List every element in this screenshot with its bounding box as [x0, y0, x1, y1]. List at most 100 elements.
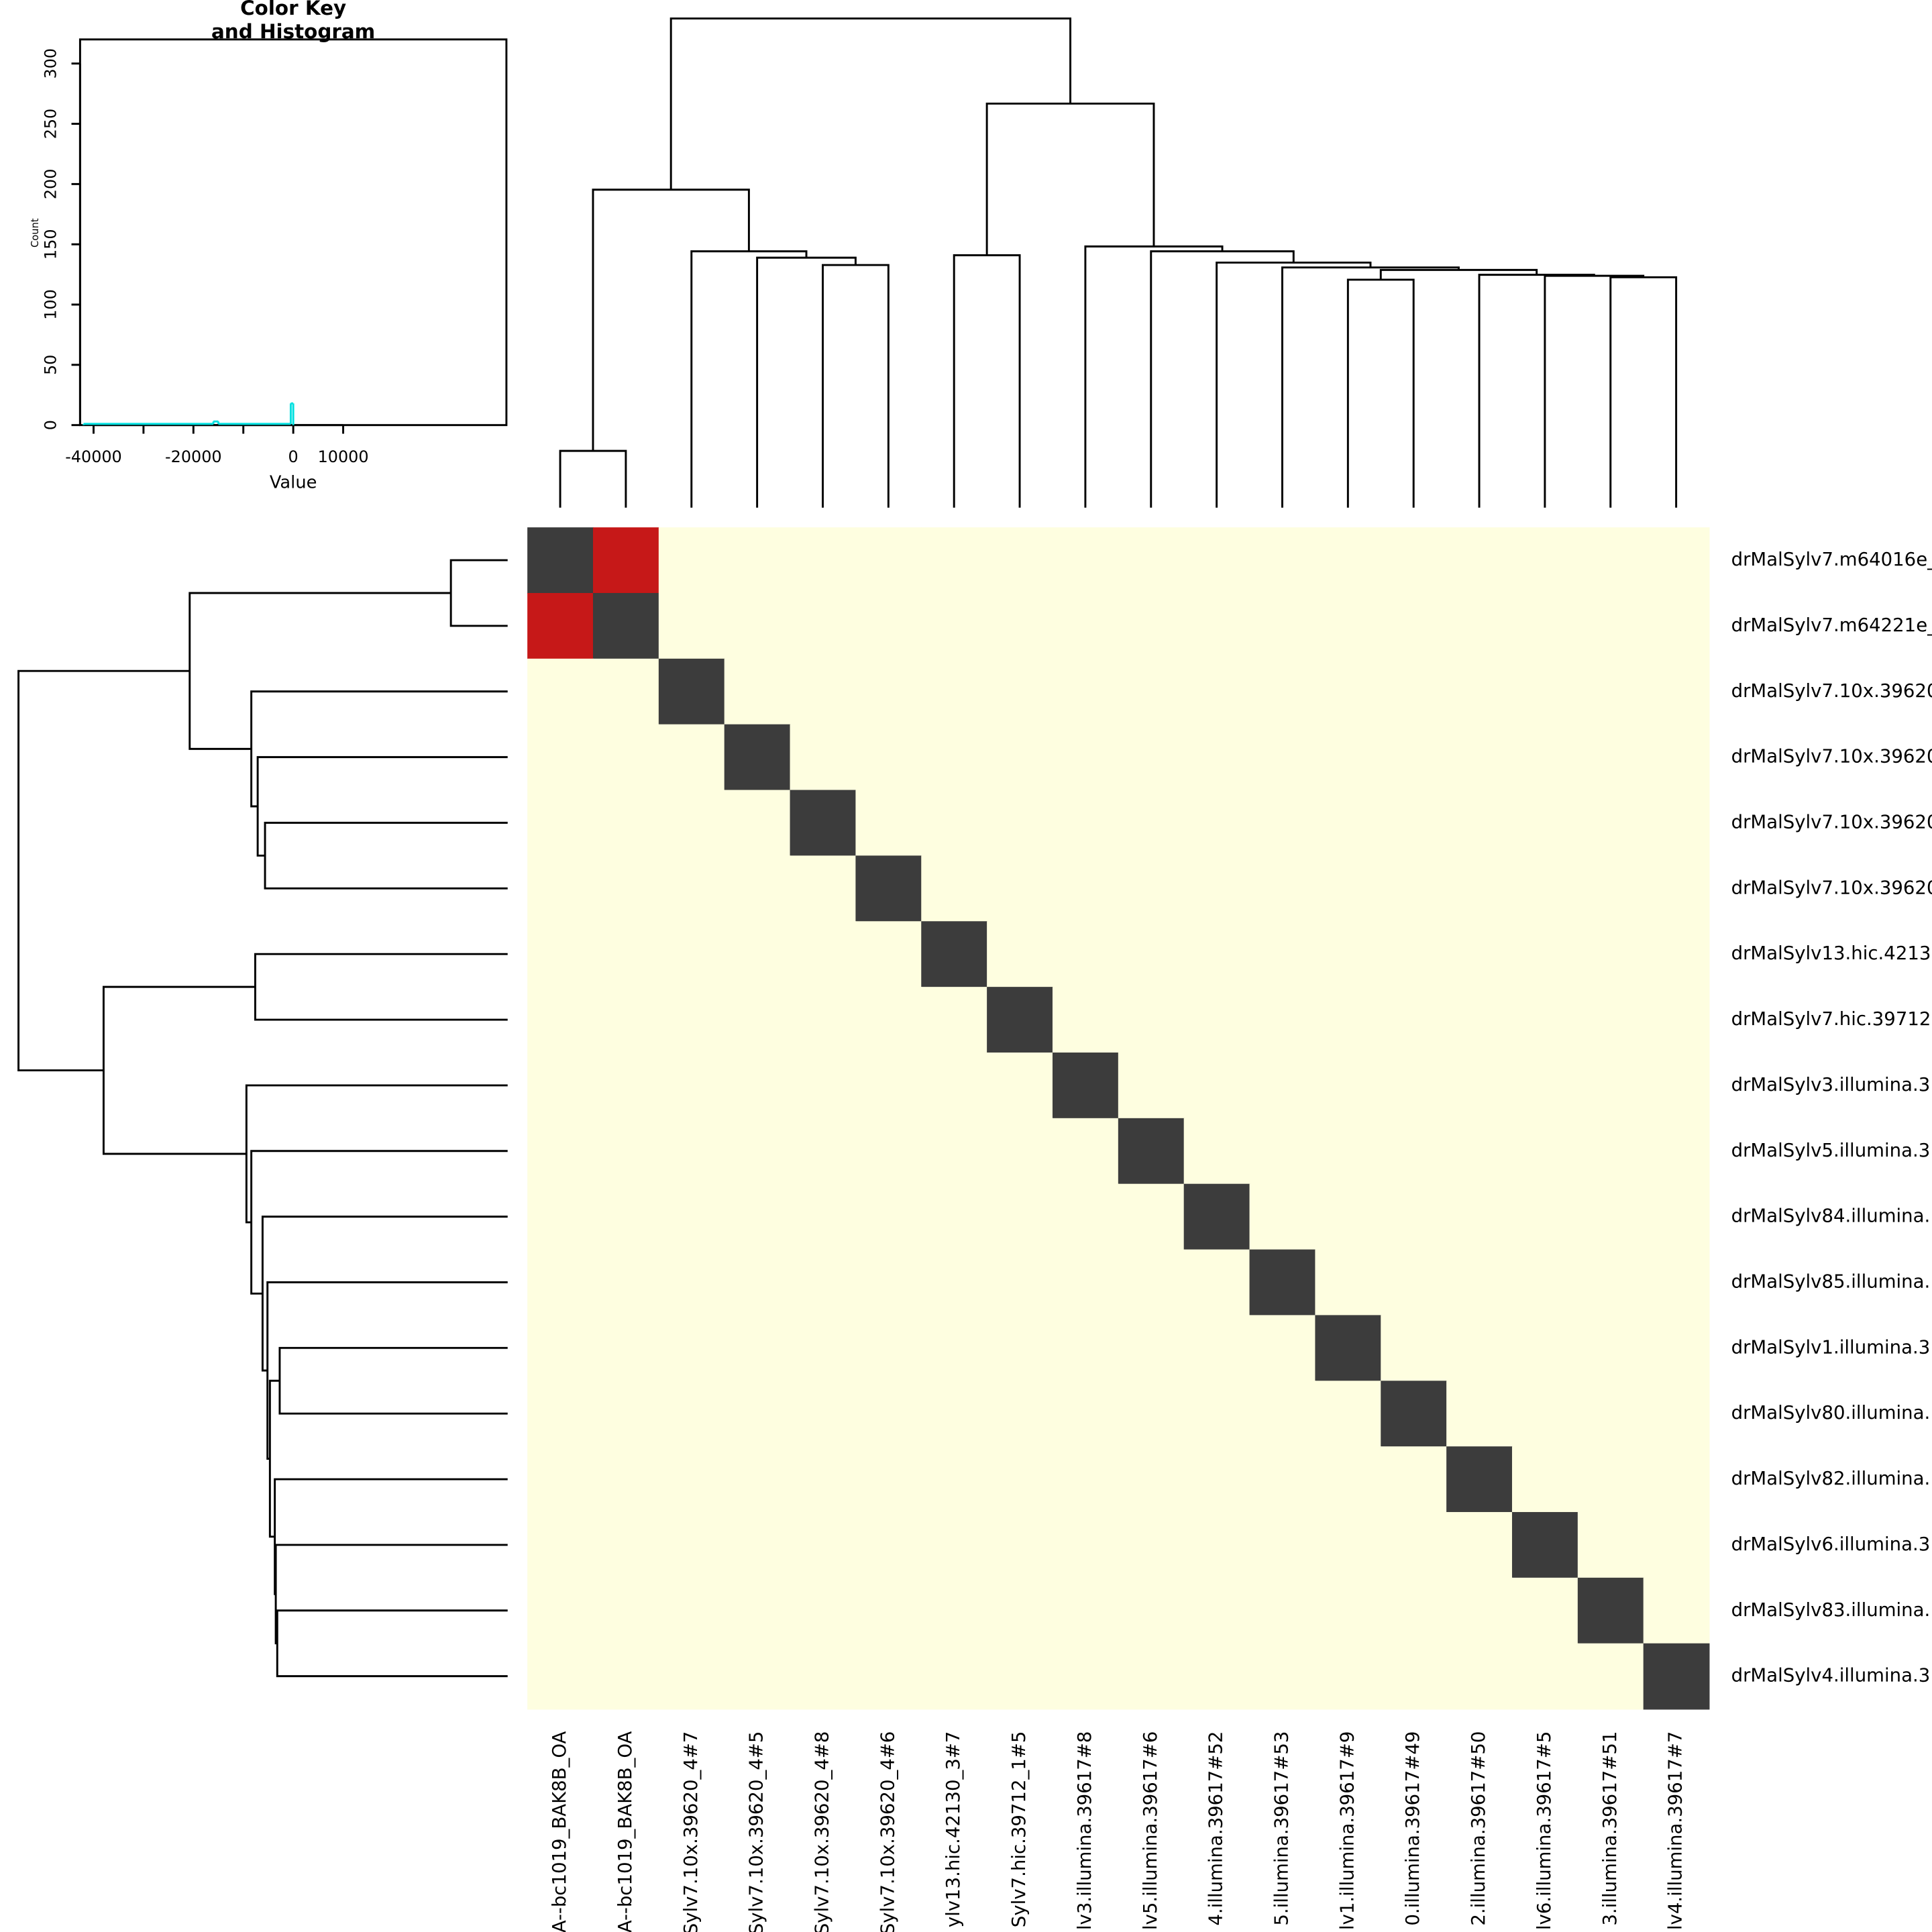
- heatmap-cell: [1183, 658, 1250, 725]
- key-title: Color Key: [240, 0, 346, 19]
- heatmap-cell: [724, 1249, 791, 1316]
- heatmap-cell: [790, 1052, 857, 1119]
- heatmap-cell: [527, 658, 594, 725]
- heatmap-cell: [855, 1511, 922, 1578]
- row-dendrogram-link: [250, 690, 508, 808]
- heatmap-cell: [987, 1183, 1053, 1250]
- heatmap-cell: [1577, 527, 1644, 594]
- row-label: drMalSylv85.illumina.: [1731, 1271, 1931, 1292]
- heatmap-cell: [1249, 724, 1316, 791]
- heatmap-cell: [1511, 790, 1578, 857]
- heatmap-cell: [855, 1118, 922, 1185]
- heatmap-cell: [790, 1118, 857, 1185]
- heatmap-cell: [921, 1118, 988, 1185]
- heatmap-cell: [527, 1183, 594, 1250]
- heatmap-cell: [1446, 1249, 1513, 1316]
- heatmap-cell: [921, 855, 988, 922]
- heatmap-cell: [1381, 1052, 1448, 1119]
- row-dendrogram-link: [256, 756, 508, 857]
- heatmap-cell: [921, 987, 988, 1053]
- heatmap-cell: [658, 527, 725, 594]
- row-label: drMalSylv5.illumina.3: [1731, 1140, 1931, 1161]
- heatmap-cell: [987, 1511, 1053, 1578]
- heatmap-cell: [1381, 921, 1448, 988]
- heatmap-cell: [1052, 855, 1119, 922]
- row-dendrogram-link: [278, 1346, 508, 1415]
- heatmap-cell: [987, 1577, 1053, 1644]
- heatmap-cell: [855, 1577, 922, 1644]
- heatmap-cell: [1511, 592, 1578, 659]
- heatmap-cell: [987, 921, 1053, 988]
- heatmap-cell: [1315, 592, 1382, 659]
- heatmap-cell: [1643, 790, 1710, 857]
- heatmap-cell: [987, 855, 1053, 922]
- heatmap-cell: [1381, 1249, 1448, 1316]
- heatmap-cell: [1052, 1052, 1119, 1119]
- col-label: A--bc1019_BAK8B_OA: [549, 1731, 570, 1932]
- heatmap-cell: [1118, 921, 1185, 988]
- heatmap-cell: [527, 1643, 594, 1710]
- heatmap-cell: [1446, 527, 1513, 594]
- heatmap-cell: [1052, 1381, 1119, 1448]
- heatmap-cell: [1511, 1577, 1578, 1644]
- heatmap-cell: [1183, 1183, 1250, 1250]
- heatmap-cell: [1118, 855, 1185, 922]
- heatmap-cell: [592, 1183, 659, 1250]
- heatmap-cell: [1249, 790, 1316, 857]
- heatmap-cell: [855, 1315, 922, 1382]
- heatmap-cell: [987, 724, 1053, 791]
- row-label: drMalSylv7.10x.39620: [1731, 877, 1932, 898]
- row-dendrogram-link: [268, 1379, 280, 1538]
- row-label: drMalSylv7.10x.39620: [1731, 811, 1932, 833]
- heatmap-cell: [1643, 987, 1710, 1053]
- key-y-tick-label: 250: [42, 109, 60, 140]
- col-dendrogram-link: [1478, 274, 1595, 508]
- heatmap-cell: [658, 1381, 725, 1448]
- heatmap-cell: [921, 790, 988, 857]
- heatmap-cell: [1446, 1052, 1513, 1119]
- heatmap-cell: [724, 1052, 791, 1119]
- heatmap-cell: [1381, 1446, 1448, 1513]
- heatmap-cell: [1446, 1577, 1513, 1644]
- heatmap-cell: [790, 1643, 857, 1710]
- heatmap-cell: [592, 1446, 659, 1513]
- heatmap-cell: [1643, 1249, 1710, 1316]
- heatmap-cell: [1118, 527, 1185, 594]
- heatmap-cell: [724, 724, 791, 791]
- heatmap-cell: [1118, 1052, 1185, 1119]
- heatmap-cell: [1052, 1118, 1119, 1185]
- heatmap-cell: [1315, 1446, 1382, 1513]
- heatmap-cell: [921, 1511, 988, 1578]
- key-y-tick-label: 200: [42, 169, 60, 200]
- heatmap-cell: [855, 1052, 922, 1119]
- heatmap-cell: [592, 1249, 659, 1316]
- heatmap-cell: [527, 790, 594, 857]
- col-label: lv5.illumina.39617#6: [1140, 1731, 1161, 1930]
- heatmap-cell: [790, 1183, 857, 1250]
- heatmap-cell: [1249, 658, 1316, 725]
- heatmap-cell: [1118, 724, 1185, 791]
- row-label: drMalSylv7.m64221e_: [1731, 614, 1932, 636]
- heatmap-cell: [987, 1052, 1053, 1119]
- heatmap-cell: [790, 1249, 857, 1316]
- heatmap-cell: [921, 1446, 988, 1513]
- heatmap-cell: [1446, 658, 1513, 725]
- heatmap-cell: [921, 724, 988, 791]
- heatmap-cell: [1052, 987, 1119, 1053]
- heatmap-cell: [1511, 1511, 1578, 1578]
- heatmap-cell: [855, 1183, 922, 1250]
- row-dendrogram-link: [274, 1478, 508, 1595]
- heatmap-cell: [1118, 790, 1185, 857]
- col-label: lv4.illumina.39617#7: [1665, 1731, 1686, 1930]
- heatmap-cell: [1315, 1511, 1382, 1578]
- heatmap-cell: [1381, 987, 1448, 1053]
- heatmap-cell: [724, 1381, 791, 1448]
- heatmap-cell: [724, 1118, 791, 1185]
- heatmap-cell: [592, 658, 659, 725]
- heatmap-cell: [1446, 855, 1513, 922]
- heatmap-cell: [1577, 1118, 1644, 1185]
- heatmap-cell: [1381, 1183, 1448, 1250]
- heatmap-cell: [1118, 1446, 1185, 1513]
- heatmap-cell: [658, 724, 725, 791]
